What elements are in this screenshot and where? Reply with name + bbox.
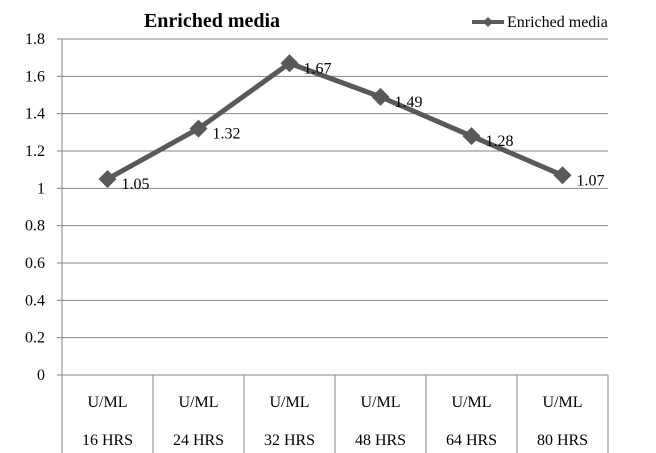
y-tick-label: 1 xyxy=(37,180,45,197)
x-category-label-line2: 64 HRS xyxy=(446,432,497,449)
legend-label: Enriched media xyxy=(507,14,608,31)
x-category-label-line1: U/ML xyxy=(270,394,310,411)
data-point-marker xyxy=(462,127,481,146)
data-label: 1.32 xyxy=(213,126,241,143)
data-point-marker xyxy=(553,166,572,185)
x-category-label-line1: U/ML xyxy=(179,394,219,411)
y-tick-label: 1.4 xyxy=(25,106,45,123)
x-category-label-line2: 80 HRS xyxy=(537,432,588,449)
y-tick-label: 0 xyxy=(37,367,45,384)
series-line xyxy=(106,60,564,182)
axes xyxy=(61,39,608,376)
x-category-label-line2: 24 HRS xyxy=(173,432,224,449)
y-tick-label: 0.8 xyxy=(25,218,45,235)
x-category-label-line2: 32 HRS xyxy=(264,432,315,449)
x-category-label-line2: 16 HRS xyxy=(82,432,133,449)
x-axis-categories: U/ML 16 HRS U/ML 24 HRS U/ML 32 HRS U/ML 48 HRS… xyxy=(61,375,609,453)
y-tick-label: 1.8 xyxy=(25,31,45,48)
x-category-label-line1: U/ML xyxy=(361,394,401,411)
data-point-marker xyxy=(189,119,208,138)
chart-title: Enriched media xyxy=(144,10,280,32)
data-label: 1.28 xyxy=(486,133,514,150)
series-enriched-media xyxy=(98,54,572,188)
data-label: 1.67 xyxy=(304,60,332,77)
y-tick-label: 0.4 xyxy=(25,292,45,309)
x-category-label-line1: U/ML xyxy=(452,394,492,411)
x-category-label-line1: U/ML xyxy=(543,394,583,411)
y-tick-label: 0.2 xyxy=(25,330,45,347)
data-point-marker xyxy=(98,170,117,188)
y-tick-label: 1.2 xyxy=(25,143,45,160)
x-category-label-line1: U/ML xyxy=(88,394,128,411)
y-axis-ticks: 0 0.2 0.4 0.6 0.8 1 1.2 1.4 1.6 1.8 xyxy=(25,31,62,384)
data-label: 1.07 xyxy=(577,172,605,189)
legend: Enriched media xyxy=(472,14,608,31)
data-labels: 1.05 1.32 1.67 1.49 1.28 1.07 xyxy=(122,60,605,193)
data-label: 1.49 xyxy=(395,94,423,111)
data-point-marker xyxy=(280,54,299,73)
y-tick-label: 0.6 xyxy=(25,255,45,272)
y-tick-label: 1.6 xyxy=(25,68,45,85)
data-label: 1.05 xyxy=(122,176,150,193)
data-point-marker xyxy=(371,87,390,106)
legend-marker xyxy=(483,17,493,27)
x-category-label-line2: 48 HRS xyxy=(355,432,406,449)
